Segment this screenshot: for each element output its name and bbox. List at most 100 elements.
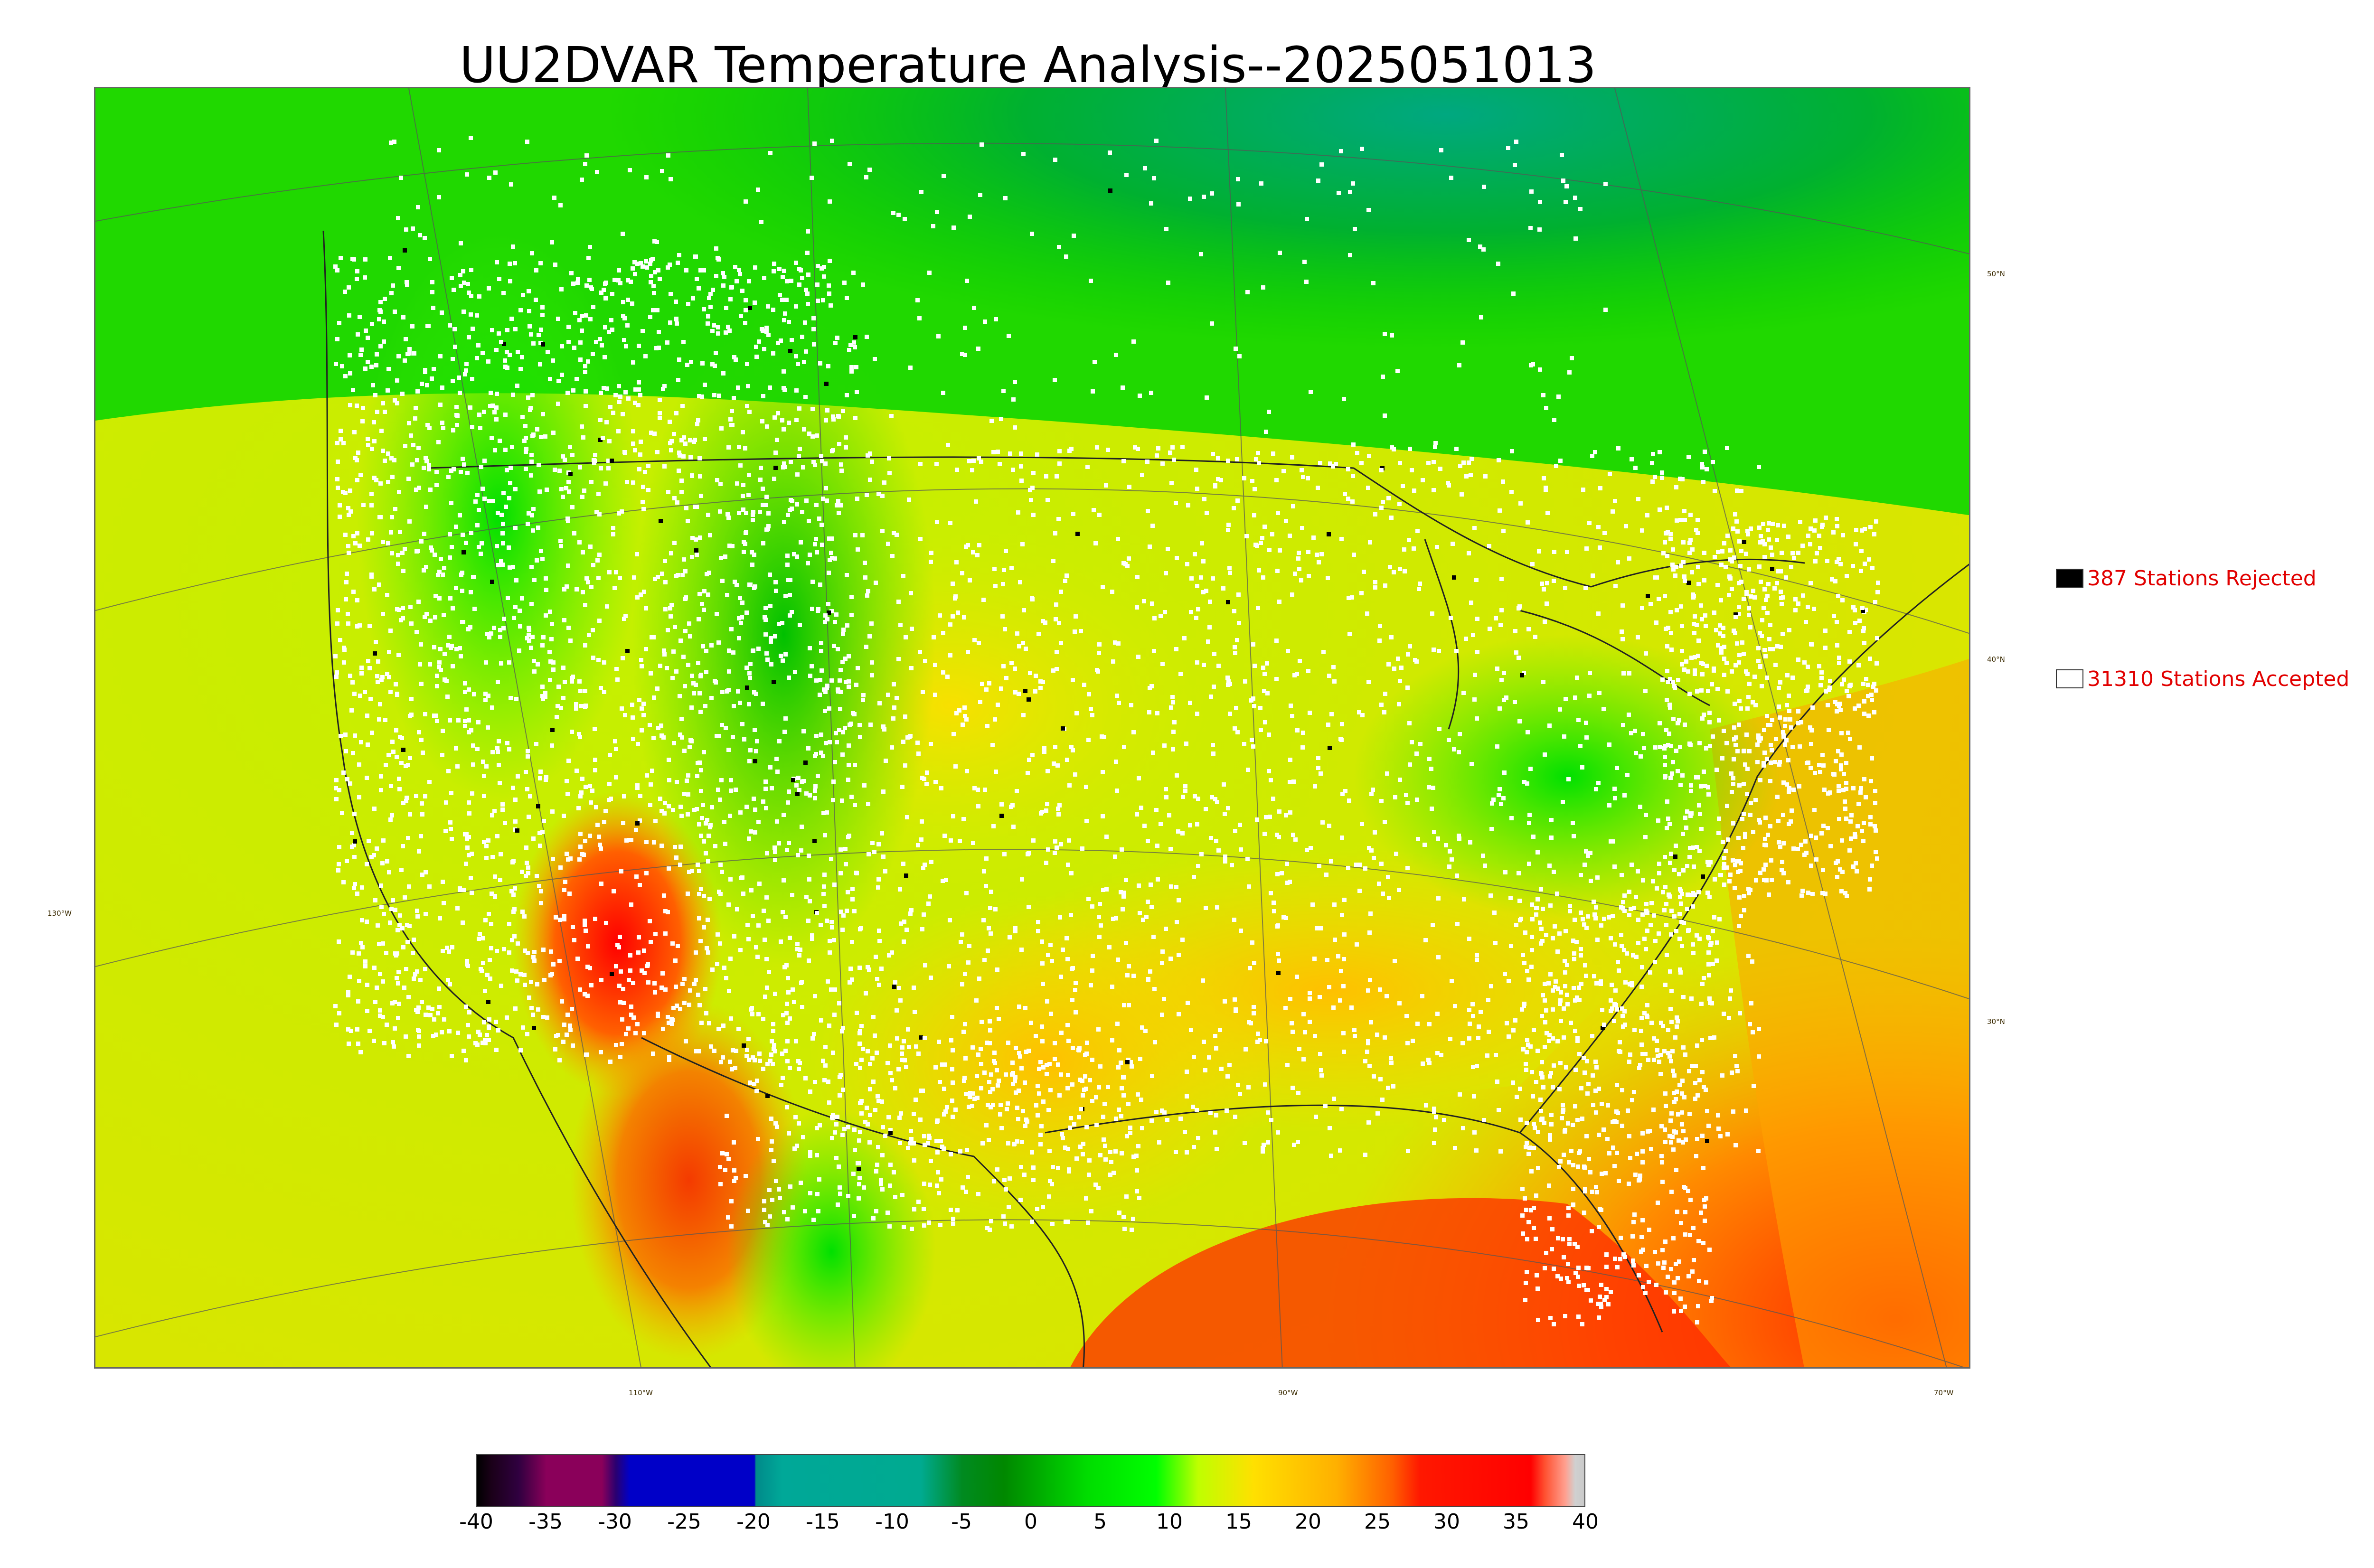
station-marker	[1499, 577, 1504, 581]
station-marker	[1639, 1029, 1643, 1033]
station-marker	[366, 336, 370, 340]
station-marker	[372, 420, 376, 424]
station-marker	[1457, 834, 1461, 838]
station-marker	[1658, 721, 1662, 725]
station-marker	[771, 1022, 775, 1026]
station-marker	[466, 282, 470, 286]
station-marker	[823, 690, 828, 694]
station-marker	[1526, 1220, 1531, 1224]
station-marker	[891, 716, 895, 721]
station-marker	[725, 689, 729, 694]
station-marker	[486, 838, 490, 843]
station-marker	[1534, 1193, 1538, 1198]
station-marker	[1645, 911, 1649, 915]
station-marker	[436, 573, 440, 577]
station-marker	[1686, 892, 1690, 897]
station-marker	[437, 1005, 442, 1009]
station-marker	[1650, 479, 1655, 484]
station-marker	[513, 526, 518, 530]
station-marker	[1680, 649, 1684, 653]
station-marker	[1525, 1121, 1529, 1125]
station-marker	[855, 497, 859, 501]
station-marker	[1308, 991, 1312, 995]
station-marker	[583, 923, 587, 927]
station-marker	[1809, 728, 1814, 732]
station-marker	[1454, 649, 1459, 653]
station-marker	[1638, 1174, 1642, 1178]
station-marker	[1470, 762, 1474, 766]
station-marker	[1663, 983, 1667, 987]
station-marker	[1194, 468, 1198, 472]
station-marker	[1460, 492, 1464, 497]
station-marker	[1044, 474, 1048, 479]
station-marker	[1773, 760, 1777, 764]
station-marker	[818, 693, 822, 697]
station-marker	[1761, 522, 1765, 526]
station-marker	[1143, 1029, 1148, 1033]
station-marker	[1652, 913, 1656, 918]
station-marker	[1381, 892, 1385, 896]
station-marker	[751, 510, 755, 514]
station-marker	[1678, 518, 1683, 522]
station-marker	[1464, 474, 1469, 479]
station-marker	[510, 445, 514, 449]
station-marker	[840, 928, 845, 932]
station-marker	[1597, 1133, 1601, 1137]
station-marker	[464, 862, 468, 866]
station-marker	[1669, 1020, 1674, 1024]
station-marker	[681, 454, 686, 459]
station-marker	[350, 950, 355, 955]
station-marker	[1539, 927, 1544, 931]
station-marker	[1583, 1189, 1587, 1193]
station-marker	[418, 978, 423, 982]
station-marker	[1793, 597, 1798, 601]
station-marker	[674, 317, 678, 321]
station-marker	[1555, 949, 1560, 954]
station-marker	[1813, 559, 1818, 563]
station-marker	[1762, 555, 1767, 559]
station-marker	[705, 946, 709, 950]
station-marker	[715, 478, 719, 482]
station-marker	[502, 947, 506, 951]
station-marker	[1760, 684, 1764, 688]
station-marker	[1739, 489, 1743, 493]
station-marker	[690, 869, 694, 873]
station-marker	[1804, 620, 1808, 624]
station-marker	[1756, 659, 1761, 663]
station-marker	[588, 545, 593, 549]
station-marker	[1271, 797, 1275, 801]
station-marker	[749, 829, 753, 834]
station-marker	[769, 1052, 773, 1057]
station-marker	[1509, 490, 1514, 494]
station-marker	[1141, 918, 1145, 922]
station-marker	[858, 1130, 862, 1134]
station-marker	[1489, 827, 1494, 831]
station-marker	[1318, 461, 1322, 465]
station-marker	[620, 1017, 624, 1022]
station-marker	[730, 409, 734, 413]
station-marker	[803, 761, 808, 765]
station-marker	[353, 839, 357, 844]
station-marker	[877, 701, 882, 705]
station-marker	[1676, 721, 1680, 725]
station-marker	[1546, 981, 1551, 986]
station-marker	[1640, 912, 1645, 917]
station-marker	[1527, 1145, 1532, 1150]
station-marker	[999, 802, 1004, 807]
station-marker	[452, 288, 456, 292]
station-marker	[728, 957, 733, 961]
station-marker	[1431, 786, 1435, 790]
station-marker	[1686, 1189, 1690, 1193]
station-marker	[1275, 569, 1280, 573]
station-marker	[1686, 455, 1691, 459]
station-marker	[818, 361, 822, 366]
station-marker	[644, 840, 649, 844]
station-marker	[1860, 528, 1864, 533]
station-marker	[1839, 889, 1844, 893]
station-marker	[1733, 1143, 1738, 1147]
station-marker	[1404, 1014, 1409, 1018]
station-marker	[697, 456, 702, 460]
station-marker	[1558, 1002, 1562, 1006]
station-marker	[585, 1052, 589, 1057]
station-marker	[633, 448, 637, 452]
